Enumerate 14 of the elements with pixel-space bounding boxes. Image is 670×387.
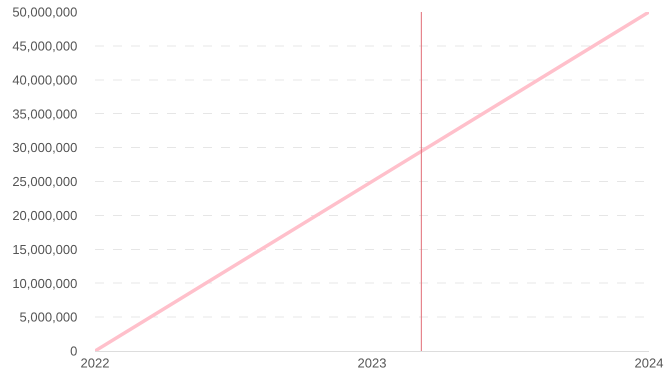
y-tick-label: 30,000,000 — [12, 140, 78, 156]
y-tick-label: 50,000,000 — [12, 4, 78, 20]
y-tick-label: 35,000,000 — [12, 106, 78, 122]
x-tick-label: 2023 — [358, 356, 386, 371]
y-tick-label: 15,000,000 — [12, 242, 78, 257]
y-tick-label: 20,000,000 — [12, 208, 78, 223]
x-tick-label: 2022 — [80, 356, 110, 371]
y-tick-label: 5,000,000 — [20, 310, 78, 325]
y-tick-label: 25,000,000 — [12, 174, 78, 190]
y-tick-label: 10,000,000 — [12, 276, 78, 291]
y-tick-label: 45,000,000 — [12, 38, 78, 54]
x-tick-label: 2024 — [634, 356, 664, 371]
y-tick-label: 0 — [70, 344, 78, 359]
y-tick-label: 40,000,000 — [12, 72, 78, 88]
